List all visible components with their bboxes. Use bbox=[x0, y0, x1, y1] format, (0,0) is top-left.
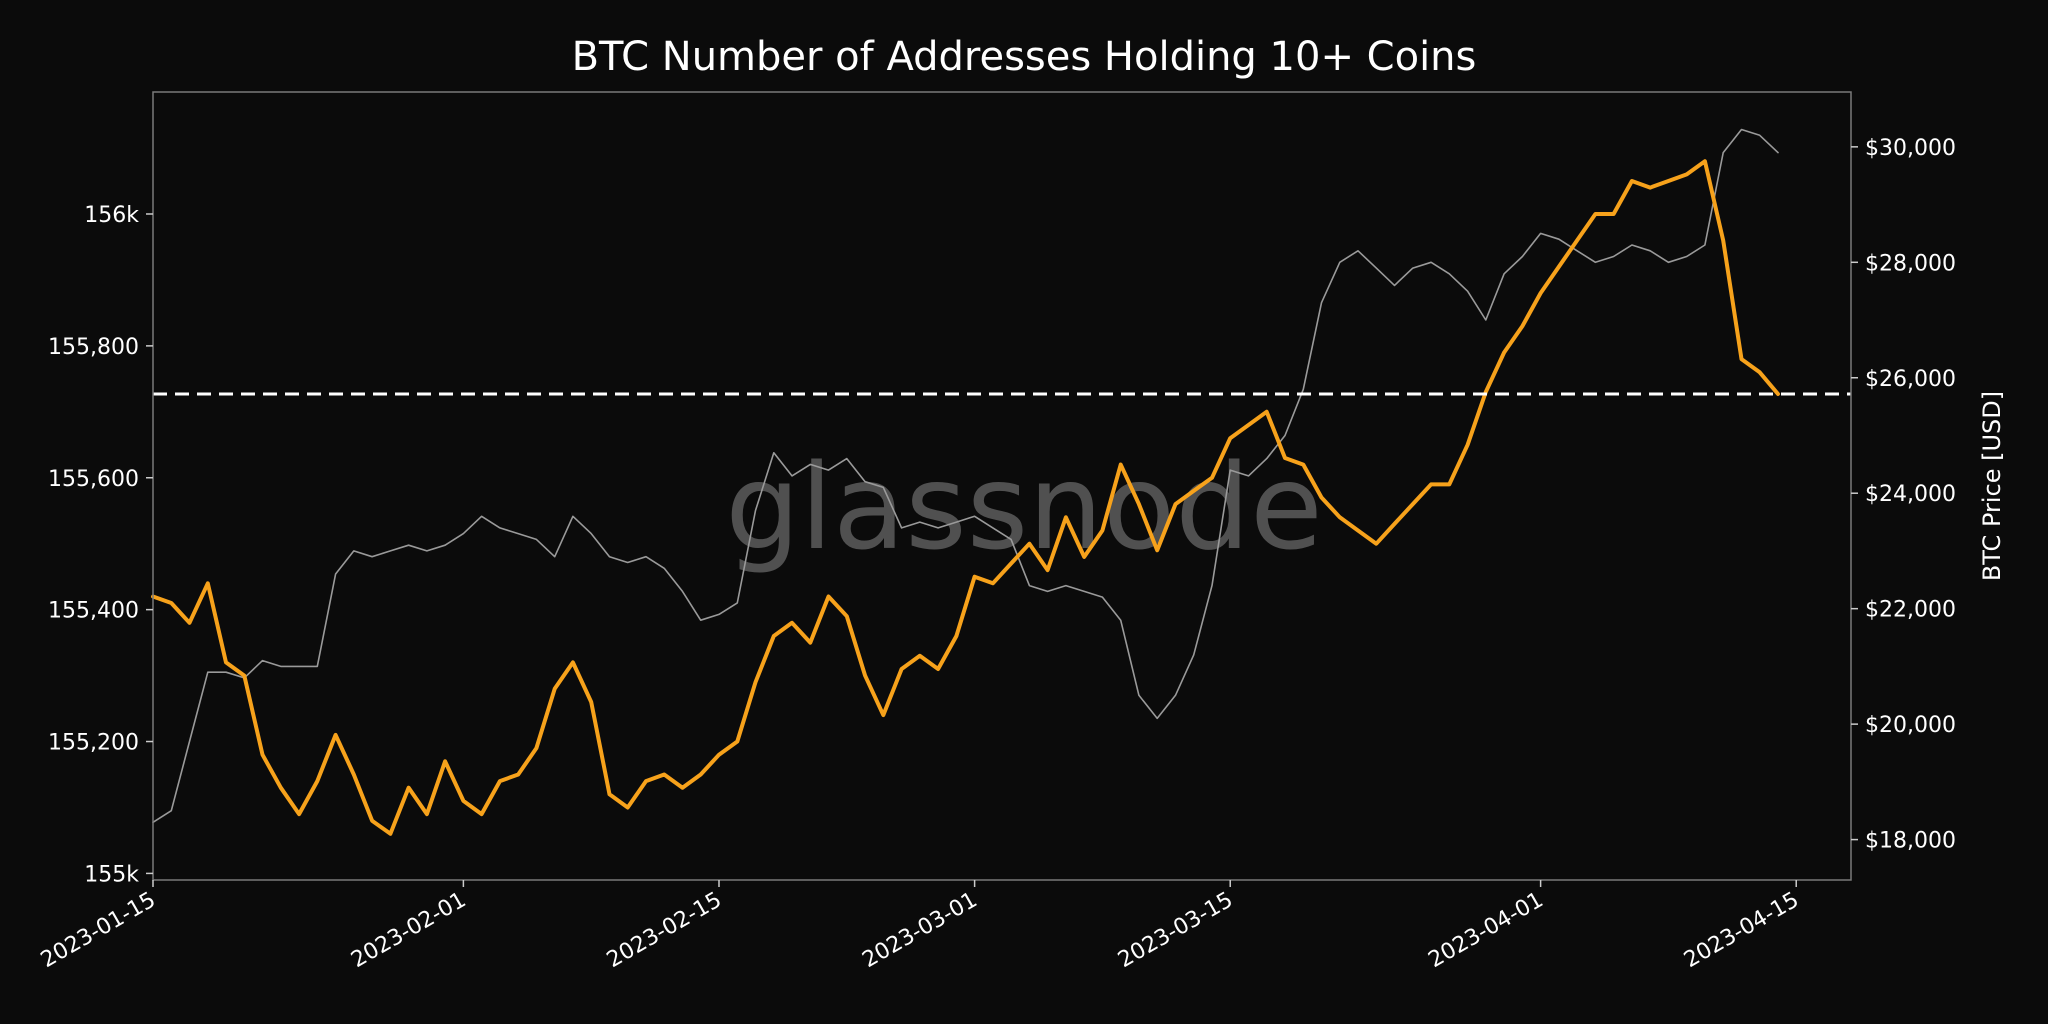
left-tick-label: 155,400 bbox=[48, 599, 139, 624]
plot-frame bbox=[152, 91, 1852, 881]
left-tick-label: 155,600 bbox=[48, 467, 139, 492]
left-tick-label: 155k bbox=[84, 862, 139, 887]
right-tick-label: $26,000 bbox=[1865, 367, 1956, 392]
right-tick-label: $18,000 bbox=[1865, 829, 1956, 854]
right-axis-label: BTC Price [USD] bbox=[1978, 391, 2006, 581]
right-tick-label: $28,000 bbox=[1865, 251, 1956, 276]
plot-area bbox=[151, 128, 1851, 836]
left-tick-label: 155,800 bbox=[48, 335, 139, 360]
chart-title: BTC Number of Addresses Holding 10+ Coin… bbox=[572, 34, 1477, 80]
right-tick-label: $30,000 bbox=[1865, 136, 1956, 161]
watermark-logo: glassnode bbox=[725, 438, 1322, 576]
addresses-series-line bbox=[151, 159, 1780, 836]
left-tick-label: 155,200 bbox=[48, 731, 139, 756]
right-tick-label: $22,000 bbox=[1865, 598, 1956, 623]
right-tick-label: $20,000 bbox=[1865, 713, 1956, 738]
right-tick-label: $24,000 bbox=[1865, 482, 1956, 507]
left-tick-label: 156k bbox=[84, 203, 139, 228]
btc-price-series-line bbox=[152, 128, 1779, 824]
